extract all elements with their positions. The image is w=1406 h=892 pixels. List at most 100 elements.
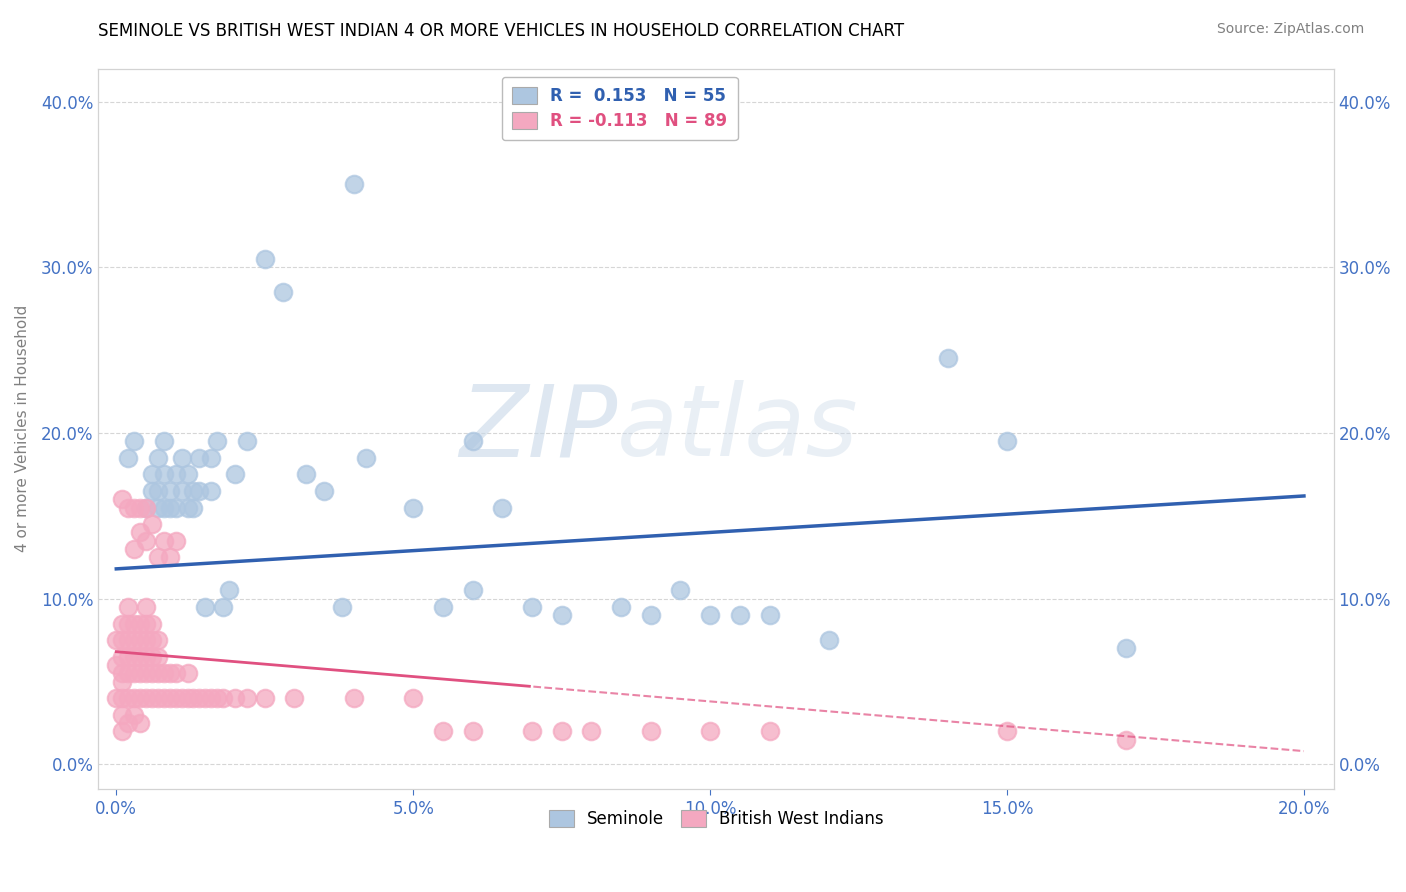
Point: [550, 608, 572, 623]
Point: [111, 492, 134, 507]
Point: [152, 691, 174, 706]
Point: [105, 633, 128, 648]
Point: [165, 500, 187, 515]
Point: [432, 724, 454, 739]
Point: [111, 649, 134, 664]
Point: [581, 724, 603, 739]
Point: [491, 500, 513, 515]
Point: [253, 252, 276, 266]
Point: [159, 483, 181, 498]
Point: [135, 691, 157, 706]
Point: [129, 715, 152, 730]
Legend: Seminole, British West Indians: Seminole, British West Indians: [541, 804, 890, 835]
Point: [146, 550, 169, 565]
Point: [129, 633, 152, 648]
Point: [117, 649, 139, 664]
Text: ZIP: ZIP: [458, 380, 617, 477]
Point: [212, 599, 235, 614]
Point: [129, 666, 152, 681]
Point: [135, 616, 157, 631]
Point: [188, 483, 211, 498]
Point: [728, 608, 751, 623]
Point: [669, 583, 692, 598]
Point: [122, 434, 145, 449]
Point: [146, 691, 169, 706]
Point: [343, 178, 366, 192]
Point: [283, 691, 305, 706]
Point: [461, 583, 484, 598]
Point: [111, 616, 134, 631]
Point: [117, 666, 139, 681]
Point: [699, 724, 721, 739]
Point: [188, 450, 211, 465]
Point: [141, 483, 163, 498]
Point: [129, 649, 152, 664]
Point: [111, 724, 134, 739]
Point: [165, 691, 187, 706]
Point: [117, 450, 139, 465]
Point: [141, 517, 163, 532]
Point: [146, 633, 169, 648]
Point: [176, 467, 198, 482]
Point: [330, 599, 353, 614]
Point: [183, 500, 205, 515]
Point: [610, 599, 633, 614]
Point: [146, 649, 169, 664]
Point: [218, 583, 240, 598]
Point: [135, 533, 157, 548]
Point: [141, 467, 163, 482]
Point: [152, 467, 174, 482]
Point: [1115, 732, 1137, 747]
Point: [122, 616, 145, 631]
Point: [176, 691, 198, 706]
Point: [818, 633, 841, 648]
Point: [152, 434, 174, 449]
Point: [141, 666, 163, 681]
Point: [146, 500, 169, 515]
Point: [129, 691, 152, 706]
Point: [165, 467, 187, 482]
Point: [117, 691, 139, 706]
Point: [183, 691, 205, 706]
Point: [105, 691, 128, 706]
Point: [520, 599, 543, 614]
Point: [207, 434, 229, 449]
Point: [135, 633, 157, 648]
Point: [200, 483, 222, 498]
Point: [170, 450, 193, 465]
Point: [117, 715, 139, 730]
Point: [152, 533, 174, 548]
Point: [699, 608, 721, 623]
Point: [995, 434, 1018, 449]
Point: [550, 724, 572, 739]
Point: [111, 691, 134, 706]
Point: [640, 608, 662, 623]
Point: [343, 691, 366, 706]
Point: [758, 724, 780, 739]
Point: [224, 467, 246, 482]
Point: [461, 434, 484, 449]
Point: [111, 707, 134, 722]
Point: [141, 633, 163, 648]
Point: [224, 691, 246, 706]
Point: [141, 616, 163, 631]
Point: [141, 649, 163, 664]
Point: [194, 691, 217, 706]
Point: [111, 674, 134, 689]
Point: [135, 649, 157, 664]
Text: atlas: atlas: [617, 380, 859, 477]
Point: [640, 724, 662, 739]
Point: [122, 691, 145, 706]
Point: [194, 599, 217, 614]
Text: SEMINOLE VS BRITISH WEST INDIAN 4 OR MORE VEHICLES IN HOUSEHOLD CORRELATION CHAR: SEMINOLE VS BRITISH WEST INDIAN 4 OR MOR…: [98, 22, 904, 40]
Point: [117, 616, 139, 631]
Point: [176, 500, 198, 515]
Point: [176, 666, 198, 681]
Point: [122, 633, 145, 648]
Point: [170, 691, 193, 706]
Point: [314, 483, 336, 498]
Point: [152, 666, 174, 681]
Point: [236, 691, 259, 706]
Point: [354, 450, 377, 465]
Point: [402, 500, 425, 515]
